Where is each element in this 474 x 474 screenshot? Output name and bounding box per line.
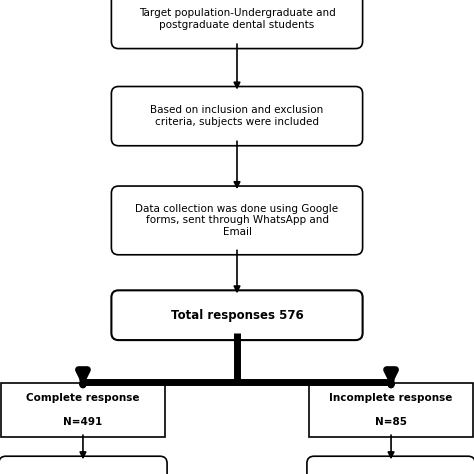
FancyBboxPatch shape — [307, 456, 474, 474]
Text: Complete response

N=491: Complete response N=491 — [26, 393, 140, 427]
FancyBboxPatch shape — [0, 456, 167, 474]
FancyBboxPatch shape — [1, 383, 165, 437]
FancyBboxPatch shape — [111, 0, 363, 49]
Text: Data collection was done using Google
forms, sent through WhatsApp and
Email: Data collection was done using Google fo… — [136, 204, 338, 237]
Text: Based on inclusion and exclusion
criteria, subjects were included: Based on inclusion and exclusion criteri… — [150, 105, 324, 127]
Text: Target population-Undergraduate and
postgraduate dental students: Target population-Undergraduate and post… — [138, 8, 336, 30]
FancyBboxPatch shape — [111, 87, 363, 146]
Text: Total responses 576: Total responses 576 — [171, 309, 303, 322]
FancyBboxPatch shape — [111, 186, 363, 255]
Text: Incomplete response

N=85: Incomplete response N=85 — [329, 393, 453, 427]
FancyBboxPatch shape — [309, 383, 473, 437]
FancyBboxPatch shape — [111, 290, 363, 340]
